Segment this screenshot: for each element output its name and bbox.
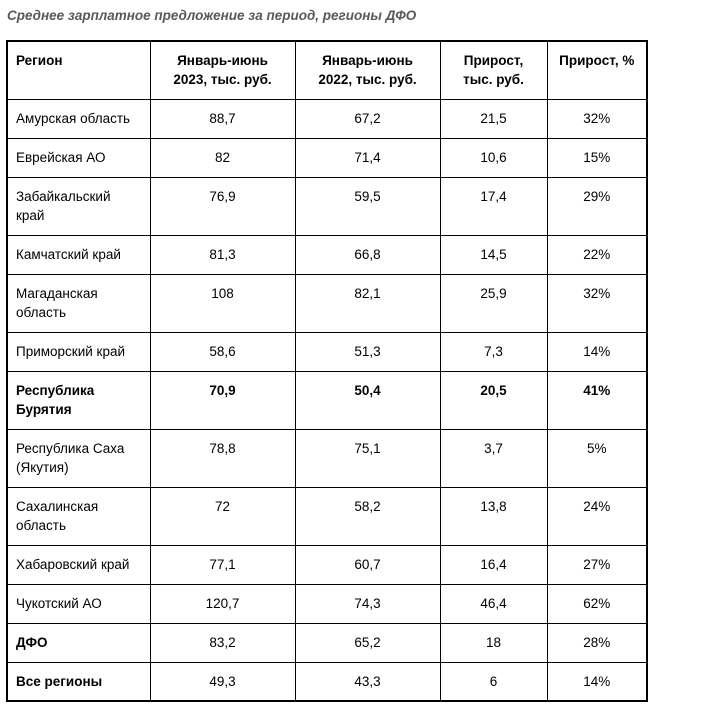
value-cell-growth-pct: 62% [546,583,648,624]
table-row-dfo-total: ДФО 83,2 65,2 18 28% [6,622,648,663]
value-cell-growth-pct: 22% [546,234,648,275]
column-header-2022: Январь-июнь 2022, тыс. руб. [294,40,441,100]
value-cell-2022: 43,3 [294,661,441,702]
value-cell-2023: 77,1 [149,544,296,585]
value-cell-2022: 67,2 [294,98,441,139]
value-cell-2023: 120,7 [149,583,296,624]
value-cell-growth-pct: 14% [546,661,648,702]
table-row-amurskaya: Амурская область 88,7 67,2 21,5 32% [6,98,648,139]
value-cell-2022: 66,8 [294,234,441,275]
value-cell-growth-rub: 14,5 [439,234,548,275]
value-cell-2022: 74,3 [294,583,441,624]
value-cell-2022: 71,4 [294,137,441,178]
value-cell-2022: 51,3 [294,331,441,372]
value-cell-growth-rub: 46,4 [439,583,548,624]
header-line2: тыс. руб. [463,72,524,87]
value-cell-growth-pct: 15% [546,137,648,178]
value-cell-growth-pct: 24% [546,486,648,546]
value-cell-2023: 72 [149,486,296,546]
value-cell-growth-rub: 10,6 [439,137,548,178]
salary-table: Регион Январь-июнь 2023, тыс. руб. Январь… [6,40,648,702]
value-cell-2022: 50,4 [294,370,441,430]
region-cell: Республика Саха (Якутия) [6,428,151,488]
column-header-region: Регион [6,40,151,100]
value-cell-growth-pct: 27% [546,544,648,585]
value-cell-growth-rub: 21,5 [439,98,548,139]
value-cell-2022: 65,2 [294,622,441,663]
region-cell: Сахалинская область [6,486,151,546]
value-cell-growth-pct: 41% [546,370,648,430]
region-cell: Все регионы [6,661,151,702]
header-line1: Январь-июнь [177,53,268,68]
region-cell: ДФО [6,622,151,663]
value-cell-2023: 58,6 [149,331,296,372]
header-row: Регион Январь-июнь 2023, тыс. руб. Январь… [6,40,648,100]
header-line1: Прирост, % [559,53,635,68]
table-row-zabaykalsky: Забайкальский край 76,9 59,5 17,4 29% [6,176,648,236]
value-cell-2023: 76,9 [149,176,296,236]
table-row-sakhalinskaya: Сахалинская область 72 58,2 13,8 24% [6,486,648,546]
region-cell: Республика Бурятия [6,370,151,430]
value-cell-2023: 49,3 [149,661,296,702]
value-cell-2023: 82 [149,137,296,178]
value-cell-2022: 60,7 [294,544,441,585]
header-line1: Регион [16,53,63,68]
table-row-primorsky: Приморский край 58,6 51,3 7,3 14% [6,331,648,372]
value-cell-growth-rub: 25,9 [439,273,548,333]
value-cell-growth-rub: 3,7 [439,428,548,488]
table-row-sakha: Республика Саха (Якутия) 78,8 75,1 3,7 5… [6,428,648,488]
header-line1: Прирост, [463,53,524,68]
value-cell-growth-rub: 6 [439,661,548,702]
value-cell-2023: 78,8 [149,428,296,488]
region-cell: Хабаровский край [6,544,151,585]
value-cell-growth-pct: 32% [546,273,648,333]
column-header-growth-rub: Прирост, тыс. руб. [439,40,548,100]
value-cell-growth-pct: 29% [546,176,648,236]
header-line2: 2022, тыс. руб. [318,72,417,87]
value-cell-2022: 82,1 [294,273,441,333]
value-cell-growth-rub: 18 [439,622,548,663]
table-title: Среднее зарплатное предложение за период… [7,8,417,23]
header-line2: 2023, тыс. руб. [173,72,272,87]
value-cell-growth-rub: 20,5 [439,370,548,430]
value-cell-2023: 88,7 [149,98,296,139]
value-cell-2022: 59,5 [294,176,441,236]
table-row-kamchatsky: Камчатский край 81,3 66,8 14,5 22% [6,234,648,275]
value-cell-growth-pct: 32% [546,98,648,139]
value-cell-growth-pct: 14% [546,331,648,372]
value-cell-2023: 81,3 [149,234,296,275]
column-header-2023: Январь-июнь 2023, тыс. руб. [149,40,296,100]
table-row-buryatia: Республика Бурятия 70,9 50,4 20,5 41% [6,370,648,430]
column-header-growth-pct: Прирост, % [546,40,648,100]
value-cell-growth-rub: 7,3 [439,331,548,372]
value-cell-2022: 75,1 [294,428,441,488]
region-cell: Камчатский край [6,234,151,275]
value-cell-2023: 70,9 [149,370,296,430]
value-cell-2023: 83,2 [149,622,296,663]
page: Среднее зарплатное предложение за период… [6,8,648,702]
table-row-chukotsky: Чукотский АО 120,7 74,3 46,4 62% [6,583,648,624]
table-row-evreyskaya: Еврейская АО 82 71,4 10,6 15% [6,137,648,178]
value-cell-2022: 58,2 [294,486,441,546]
value-cell-growth-pct: 28% [546,622,648,663]
region-cell: Еврейская АО [6,137,151,178]
region-cell: Чукотский АО [6,583,151,624]
value-cell-growth-rub: 13,8 [439,486,548,546]
region-cell: Приморский край [6,331,151,372]
region-cell: Магаданская область [6,273,151,333]
value-cell-growth-rub: 16,4 [439,544,548,585]
value-cell-growth-pct: 5% [546,428,648,488]
table-row-all-regions-total: Все регионы 49,3 43,3 6 14% [6,661,648,702]
value-cell-2023: 108 [149,273,296,333]
table-row-khabarovsky: Хабаровский край 77,1 60,7 16,4 27% [6,544,648,585]
header-line1: Январь-июнь [322,53,413,68]
value-cell-growth-rub: 17,4 [439,176,548,236]
region-cell: Амурская область [6,98,151,139]
region-cell: Забайкальский край [6,176,151,236]
table-row-magadanskaya: Магаданская область 108 82,1 25,9 32% [6,273,648,333]
